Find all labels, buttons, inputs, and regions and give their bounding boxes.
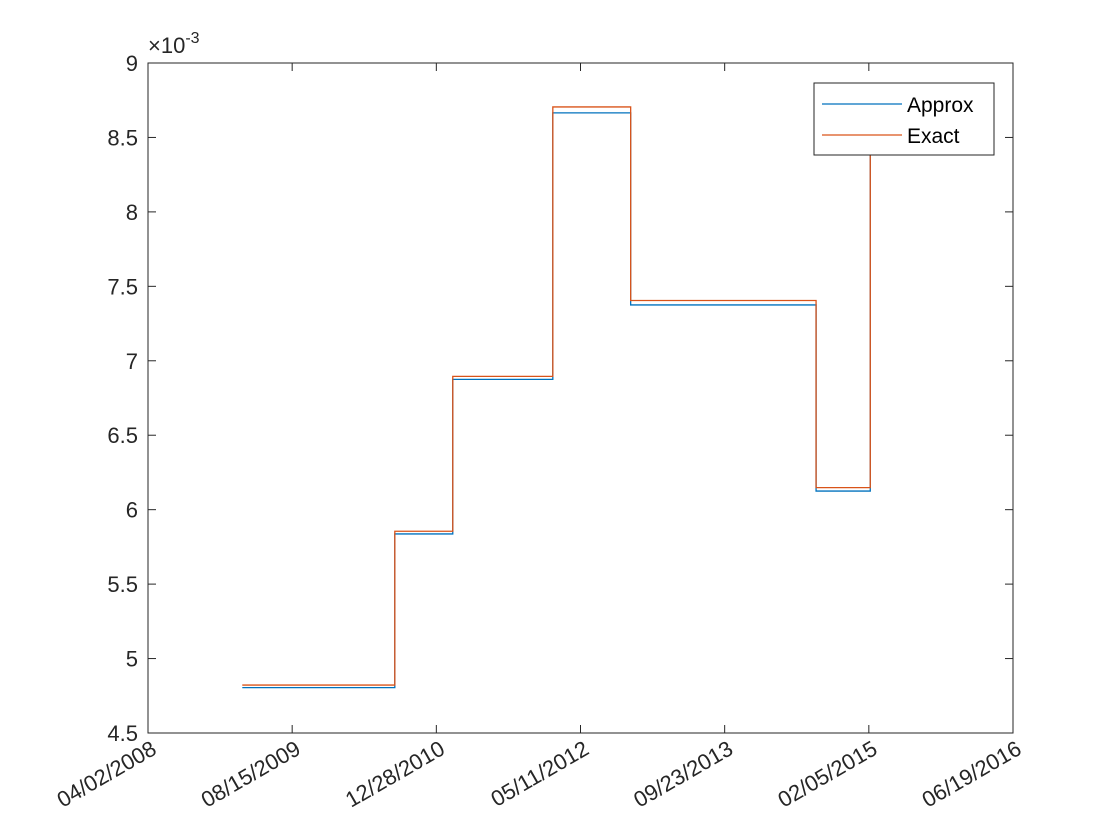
y-tick-label: 5.5 (107, 572, 138, 597)
y-tick-label: 8.5 (107, 125, 138, 150)
x-tick-label: 02/05/2015 (773, 736, 881, 813)
y-tick-label: 4.5 (107, 721, 138, 746)
legend-layer: Approx Exact (813, 82, 995, 156)
x-tick-label: 12/28/2010 (341, 736, 449, 813)
legend-box (813, 82, 995, 156)
y-tick-label: 6.5 (107, 423, 138, 448)
y-tick-label: 8 (126, 200, 138, 225)
x-tick-label: 04/02/2008 (53, 736, 161, 813)
y-tick-label: 7 (126, 349, 138, 374)
x-tick-label: 06/19/2016 (918, 736, 1026, 813)
x-tick-label: 08/15/2009 (197, 736, 305, 813)
x-tick-label: 09/23/2013 (629, 736, 737, 813)
series-line-exact (242, 106, 871, 686)
plot-area-box (147, 62, 1014, 734)
legend-label-exact: Exact (907, 125, 960, 148)
series-layer (242, 106, 871, 689)
x-tick-label: 05/11/2012 (487, 736, 593, 812)
y-tick-label: 6 (126, 498, 138, 523)
y-axis-exponent-label: ×10-3 (148, 30, 200, 58)
y-axis-exponent-power: -3 (185, 30, 199, 47)
y-tick-label: 9 (126, 51, 138, 76)
y-tick-label: 7.5 (107, 274, 138, 299)
legend-label-approx: Approx (907, 94, 974, 117)
y-tick-label: 5 (126, 647, 138, 672)
